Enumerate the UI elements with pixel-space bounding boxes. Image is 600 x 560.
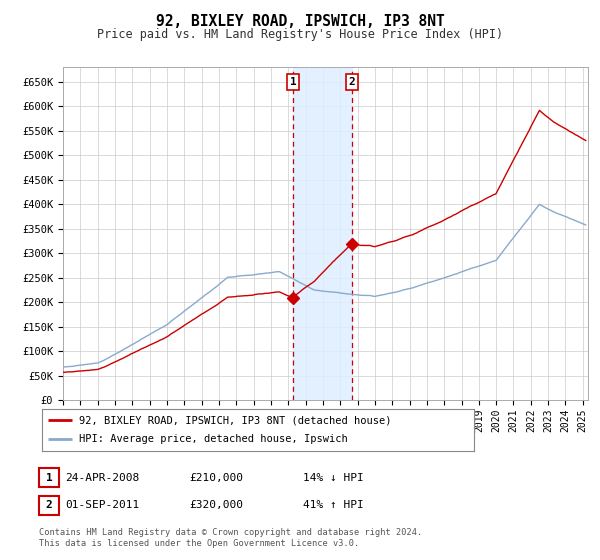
Text: 92, BIXLEY ROAD, IPSWICH, IP3 8NT: 92, BIXLEY ROAD, IPSWICH, IP3 8NT bbox=[155, 14, 445, 29]
Text: Contains HM Land Registry data © Crown copyright and database right 2024.
This d: Contains HM Land Registry data © Crown c… bbox=[39, 528, 422, 548]
Text: Price paid vs. HM Land Registry's House Price Index (HPI): Price paid vs. HM Land Registry's House … bbox=[97, 28, 503, 41]
Text: 2: 2 bbox=[349, 77, 355, 87]
Text: 41% ↑ HPI: 41% ↑ HPI bbox=[303, 500, 364, 510]
Text: 92, BIXLEY ROAD, IPSWICH, IP3 8NT (detached house): 92, BIXLEY ROAD, IPSWICH, IP3 8NT (detac… bbox=[79, 415, 391, 425]
Text: £320,000: £320,000 bbox=[189, 500, 243, 510]
Text: 1: 1 bbox=[46, 473, 52, 483]
Text: 24-APR-2008: 24-APR-2008 bbox=[65, 473, 139, 483]
Text: 14% ↓ HPI: 14% ↓ HPI bbox=[303, 473, 364, 483]
Text: 01-SEP-2011: 01-SEP-2011 bbox=[65, 500, 139, 510]
Text: HPI: Average price, detached house, Ipswich: HPI: Average price, detached house, Ipsw… bbox=[79, 435, 347, 445]
Text: 2: 2 bbox=[46, 500, 52, 510]
Text: £210,000: £210,000 bbox=[189, 473, 243, 483]
Text: 1: 1 bbox=[290, 77, 296, 87]
Bar bbox=[293, 67, 352, 400]
